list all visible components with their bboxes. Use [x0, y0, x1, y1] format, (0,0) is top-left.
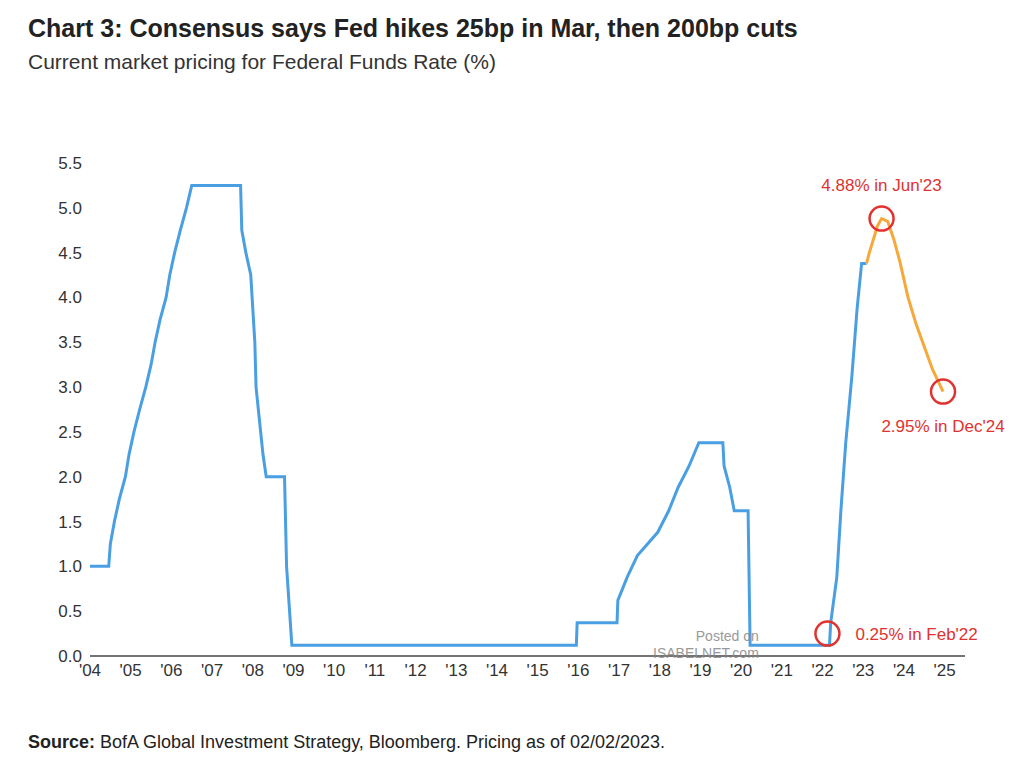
svg-text:'17: '17	[608, 661, 630, 680]
html-text:Source: BofA Global Investment: Source: BofA Global Investment Strategy,…	[28, 732, 665, 752]
svg-text:'24: '24	[893, 661, 915, 680]
svg-text:2.0: 2.0	[58, 468, 82, 487]
svg-text:2.5: 2.5	[58, 423, 82, 442]
svg-text:'20: '20	[730, 661, 752, 680]
svg-text:'19: '19	[689, 661, 711, 680]
svg-text:0.0: 0.0	[58, 647, 82, 666]
html-text:ISABELNET.com: ISABELNET.com	[653, 645, 759, 661]
svg-text:'05: '05	[120, 661, 142, 680]
svg-text:'14: '14	[486, 661, 508, 680]
svg-text:4.88% in Jun'23: 4.88% in Jun'23	[821, 176, 941, 195]
html-text:Chart 3: Consensus says Fed hi: Chart 3: Consensus says Fed hikes 25bp i…	[28, 14, 798, 42]
svg-text:'09: '09	[282, 661, 304, 680]
svg-text:'11: '11	[364, 661, 385, 680]
svg-text:0.5: 0.5	[58, 602, 82, 621]
svg-text:'12: '12	[405, 661, 427, 680]
svg-text:'18: '18	[649, 661, 671, 680]
svg-text:'15: '15	[527, 661, 549, 680]
svg-text:5.0: 5.0	[58, 199, 82, 218]
svg-text:1.0: 1.0	[58, 557, 82, 576]
svg-text:'22: '22	[811, 661, 833, 680]
svg-text:'06: '06	[160, 661, 182, 680]
svg-text:'16: '16	[567, 661, 589, 680]
svg-text:3.0: 3.0	[58, 378, 82, 397]
svg-text:2.95% in Dec'24: 2.95% in Dec'24	[881, 417, 1004, 436]
svg-text:5.5: 5.5	[58, 154, 82, 173]
svg-text:1.5: 1.5	[58, 513, 82, 532]
svg-text:'23: '23	[852, 661, 874, 680]
svg-text:'07: '07	[201, 661, 223, 680]
svg-text:'10: '10	[323, 661, 345, 680]
html-text:Posted on: Posted on	[695, 628, 759, 644]
svg-text:'21: '21	[771, 661, 793, 680]
svg-text:'04: '04	[79, 661, 101, 680]
svg-text:4.0: 4.0	[58, 288, 82, 307]
svg-text:3.5: 3.5	[58, 333, 82, 352]
svg-text:4.5: 4.5	[58, 244, 82, 263]
svg-text:'25: '25	[934, 661, 956, 680]
html-text:Current market pricing for Fed: Current market pricing for Federal Funds…	[28, 50, 496, 73]
svg-text:'13: '13	[445, 661, 467, 680]
svg-text:'08: '08	[242, 661, 264, 680]
svg-text:0.25% in Feb'22: 0.25% in Feb'22	[855, 625, 977, 644]
